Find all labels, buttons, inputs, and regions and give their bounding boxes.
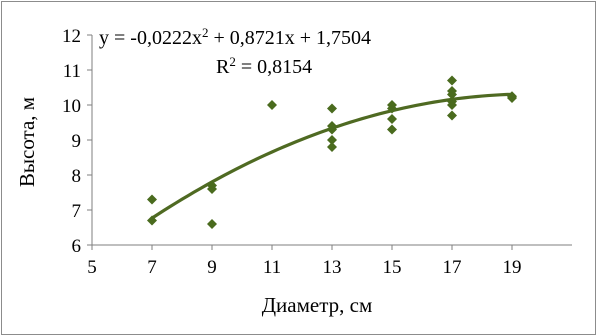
- y-tick-label: 11: [63, 61, 81, 82]
- r2-prefix: R: [216, 56, 230, 78]
- data-point: [447, 110, 457, 121]
- data-point: [387, 114, 397, 124]
- y-axis-title: Высота, м: [15, 97, 39, 187]
- y-tick-label: 9: [72, 131, 82, 152]
- data-point: [387, 124, 397, 135]
- x-tick-label: 9: [207, 257, 217, 278]
- x-tick-label: 7: [147, 257, 157, 278]
- data-point: [387, 103, 397, 114]
- data-point: [207, 184, 217, 194]
- data-point: [447, 89, 457, 100]
- r2-superscript: 2: [229, 54, 236, 69]
- y-tick-label: 8: [72, 166, 82, 187]
- data-point: [327, 142, 337, 152]
- equation-superscript: 2: [202, 25, 209, 40]
- r2-suffix: = 0,8154: [236, 56, 312, 78]
- data-points: [147, 75, 517, 229]
- data-point: [327, 135, 337, 145]
- x-tick-label: 5: [87, 257, 97, 278]
- data-point: [327, 124, 337, 135]
- y-tick-label: 12: [62, 26, 81, 47]
- x-tick-label: 15: [383, 257, 402, 278]
- x-tick-label: 11: [263, 257, 281, 278]
- data-point: [507, 93, 517, 103]
- data-point: [447, 75, 457, 86]
- axis-tick-labels: 6 7 8 9 10 11 12 5 7 9 11 13 15 17 19: [62, 26, 522, 278]
- x-axis-title: Диаметр, см: [262, 293, 373, 317]
- x-tick-label: 17: [443, 257, 462, 278]
- trendline-equation: y = -0,0222x2 + 0,8721x + 1,7504: [99, 25, 371, 49]
- data-point: [267, 100, 277, 110]
- y-tick-label: 6: [72, 236, 82, 257]
- data-point: [327, 103, 337, 114]
- data-point: [147, 215, 157, 226]
- equation-suffix: + 0,8721x + 1,7504: [208, 27, 371, 49]
- equation-prefix: y = -0,0222x: [99, 27, 202, 49]
- axis-ticks: [87, 34, 513, 250]
- x-tick-label: 13: [323, 257, 342, 278]
- x-tick-label: 19: [503, 257, 522, 278]
- data-point: [207, 219, 217, 229]
- y-tick-label: 7: [72, 201, 82, 222]
- y-tick-label: 10: [62, 96, 81, 117]
- r-squared-label: R2 = 0,8154: [216, 54, 312, 78]
- data-point: [147, 194, 157, 205]
- data-point: [447, 100, 457, 110]
